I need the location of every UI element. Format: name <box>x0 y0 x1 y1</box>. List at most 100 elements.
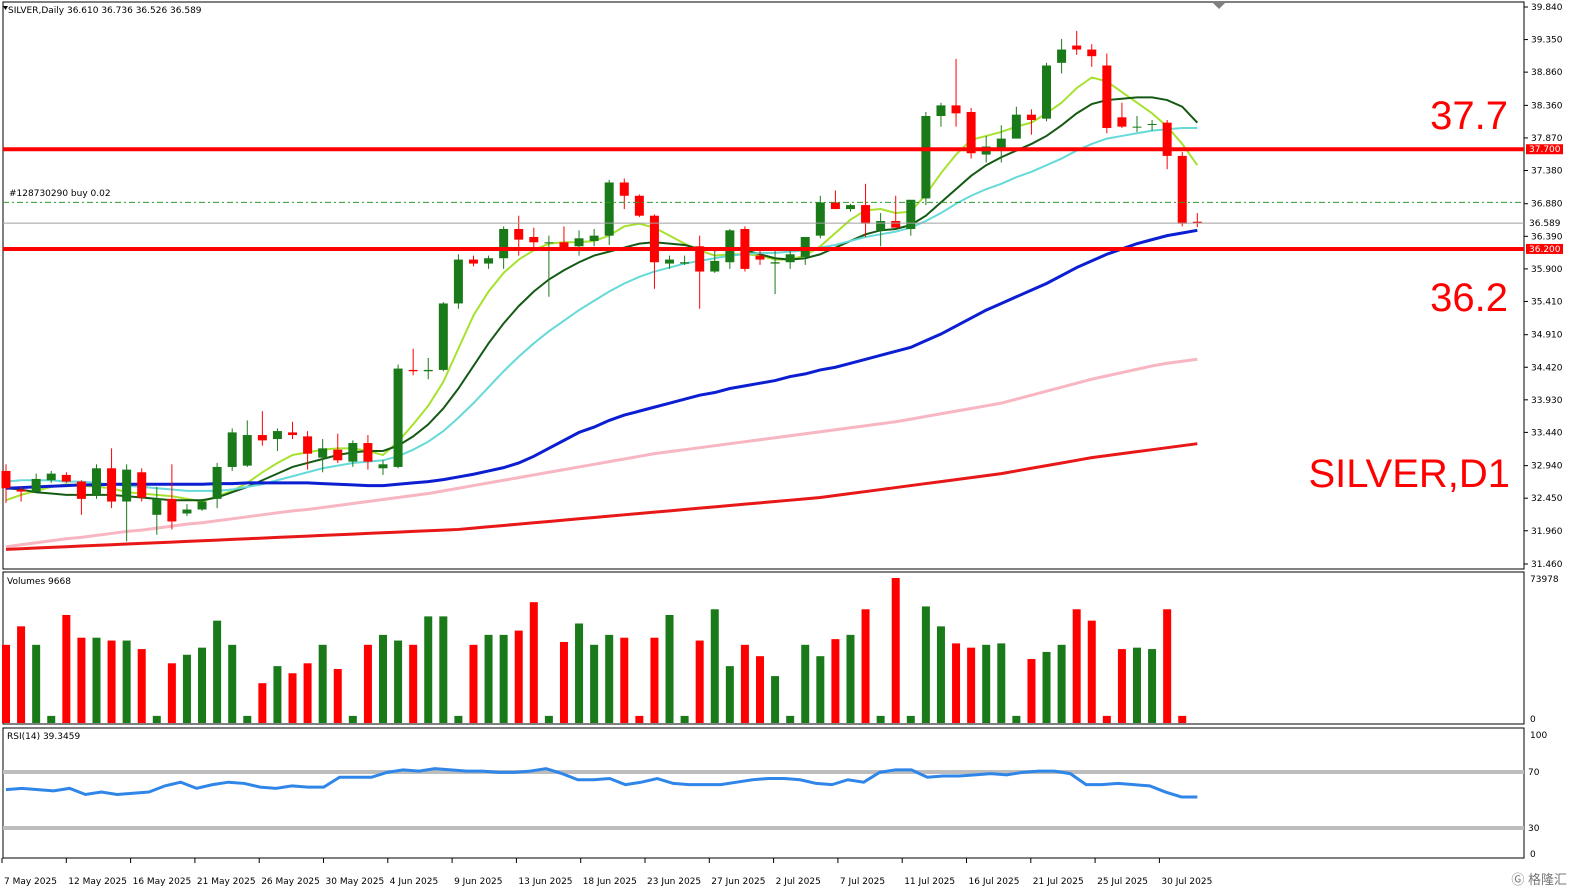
price-panel[interactable] <box>2 1 1525 570</box>
volume-bar <box>152 715 161 723</box>
candle[interactable] <box>1162 119 1172 170</box>
candle[interactable] <box>76 480 86 515</box>
candle-body <box>152 498 162 515</box>
price-tick-label: 39.840 <box>1531 3 1563 13</box>
candle-body <box>212 466 222 499</box>
candle[interactable] <box>604 179 614 245</box>
volume-bar <box>620 637 629 723</box>
candle[interactable] <box>167 464 177 530</box>
volume-bar <box>469 644 478 723</box>
candle[interactable] <box>453 254 463 309</box>
candle[interactable] <box>921 112 931 206</box>
candle[interactable] <box>770 248 780 295</box>
volume-bar <box>635 715 644 723</box>
candle[interactable] <box>288 421 298 440</box>
candle[interactable] <box>318 439 328 473</box>
candle[interactable] <box>363 435 373 470</box>
header-arrow-icon <box>3 6 8 10</box>
price-axis[interactable]: 39.840 39.350 38.860 38.360 37.870 37.380 36.8… <box>1524 3 1563 570</box>
candle[interactable] <box>695 235 705 309</box>
ma-red-line <box>5 442 1198 551</box>
volume-bar <box>348 715 357 723</box>
candle[interactable] <box>272 428 282 452</box>
candle[interactable] <box>438 302 448 372</box>
candle[interactable] <box>559 226 569 249</box>
candle[interactable] <box>182 504 192 517</box>
candle[interactable] <box>303 431 313 470</box>
candle[interactable] <box>891 195 901 228</box>
candle[interactable] <box>423 357 433 380</box>
candle[interactable] <box>333 433 343 463</box>
candle[interactable] <box>1087 44 1097 67</box>
candle[interactable] <box>1057 38 1067 74</box>
candle[interactable] <box>257 411 267 446</box>
candle-body <box>31 478 41 492</box>
candle[interactable] <box>378 460 388 475</box>
volume-bar <box>17 626 26 723</box>
candle[interactable] <box>1102 53 1112 134</box>
candle[interactable] <box>31 473 41 493</box>
candle[interactable] <box>710 248 720 273</box>
candle[interactable] <box>785 250 795 269</box>
candle[interactable] <box>755 248 765 265</box>
candle[interactable] <box>122 464 132 542</box>
candle[interactable] <box>1011 106 1021 139</box>
candle[interactable] <box>876 213 886 247</box>
candle[interactable] <box>212 462 222 509</box>
candle[interactable] <box>906 199 916 236</box>
candle[interactable] <box>137 468 147 502</box>
candle[interactable] <box>544 235 554 297</box>
candle-body <box>514 229 524 240</box>
candle[interactable] <box>393 364 403 469</box>
candle[interactable] <box>1147 119 1157 131</box>
shift-marker-icon[interactable] <box>1213 3 1225 9</box>
candle[interactable] <box>408 348 418 376</box>
candle[interactable] <box>1177 151 1187 227</box>
candle[interactable] <box>529 227 539 249</box>
candle[interactable] <box>936 102 946 127</box>
volume-bar <box>1057 644 1066 723</box>
candle[interactable] <box>1 464 11 503</box>
candle[interactable] <box>574 230 584 256</box>
candle[interactable] <box>91 464 101 499</box>
candle-body <box>665 259 675 264</box>
date-axis[interactable]: 7 May 2025 12 May 2025 16 May 2025 21 May 2… <box>1 858 1212 887</box>
candle[interactable] <box>468 255 478 267</box>
candle[interactable] <box>1042 62 1052 122</box>
candle-body <box>438 303 448 370</box>
candle[interactable] <box>227 428 237 471</box>
candle[interactable] <box>61 472 71 483</box>
candle[interactable] <box>861 183 871 237</box>
candle[interactable] <box>1026 109 1036 135</box>
candle[interactable] <box>16 486 26 502</box>
candle[interactable] <box>484 255 494 269</box>
candle[interactable] <box>46 470 56 483</box>
candle-body <box>137 472 147 498</box>
candle[interactable] <box>619 178 629 210</box>
candle[interactable] <box>830 190 840 210</box>
candle[interactable] <box>107 448 117 509</box>
volume-bar <box>771 676 780 723</box>
candle[interactable] <box>589 229 599 247</box>
volume-bar <box>182 654 191 723</box>
candle[interactable] <box>845 203 855 212</box>
candle[interactable] <box>1132 116 1142 132</box>
candle[interactable] <box>152 486 162 535</box>
candle-body <box>710 260 720 272</box>
candle[interactable] <box>1192 213 1202 228</box>
candle[interactable] <box>1072 30 1082 55</box>
volume-bar <box>997 643 1006 723</box>
candle[interactable] <box>634 194 644 218</box>
candle[interactable] <box>242 420 252 467</box>
candle[interactable] <box>1117 102 1127 128</box>
candle[interactable] <box>996 125 1006 163</box>
candle[interactable] <box>649 214 659 289</box>
candle[interactable] <box>348 440 358 467</box>
candle[interactable] <box>665 255 675 269</box>
candle[interactable] <box>680 255 690 265</box>
candle[interactable] <box>951 58 961 127</box>
candle[interactable] <box>197 498 207 511</box>
volume-bar <box>273 666 282 723</box>
rsi-panel[interactable] <box>2 727 1525 859</box>
